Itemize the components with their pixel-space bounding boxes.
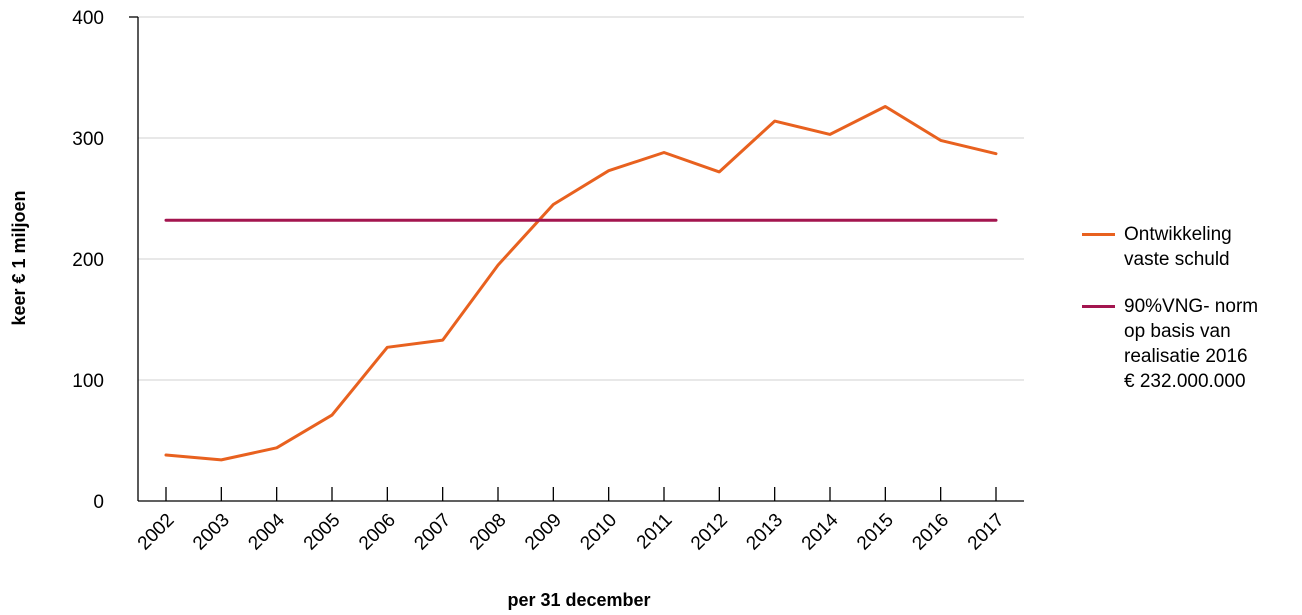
x-tick-label-2005: 2005 [300,510,345,555]
y-tick-label-200: 200 [72,250,104,271]
x-tick-label-2011: 2011 [633,510,677,554]
x-tick-label-2003: 2003 [189,510,234,555]
y-tick-label-400: 400 [72,8,104,29]
legend-swatch-vaste-schuld [1082,233,1115,236]
y-tick-label-100: 100 [72,371,104,392]
x-axis-ticks: 2002 2003 2004 2005 2006 2007 2008 2009 2010 2011… [134,487,1009,554]
x-tick-label-2014: 2014 [798,509,843,554]
x-tick-label-2017: 2017 [964,510,1009,555]
legend-label-vaste-schuld: Ontwikkeling vaste schuld [1124,224,1232,270]
legend: Ontwikkeling vaste schuld 90%VNG- norm o… [1082,222,1297,416]
legend-item-vaste-schuld: Ontwikkeling vaste schuld [1082,222,1297,272]
y-axis-ticks: 0 100 200 300 400 [72,8,104,513]
x-tick-label-2015: 2015 [853,510,898,555]
y-axis-title: keer € 1 miljoen [9,190,29,325]
legend-label-vng-norm: 90%VNG- norm op basis van realisatie 201… [1124,296,1259,392]
x-tick-label-2004: 2004 [244,509,289,554]
x-tick-label-2008: 2008 [466,510,511,555]
x-tick-label-2009: 2009 [521,510,566,555]
x-tick-label-2016: 2016 [908,510,953,555]
legend-swatch-vng-norm [1082,305,1115,308]
y-tick-label-300: 300 [72,129,104,150]
x-tick-label-2013: 2013 [742,510,787,555]
gridlines [138,16,1024,381]
series-lines [164,105,998,462]
axes [129,16,1024,502]
legend-item-vng-norm: 90%VNG- norm op basis van realisatie 201… [1082,294,1297,394]
x-tick-label-2010: 2010 [576,510,621,555]
series-line-1 [164,105,998,462]
x-tick-label-2007: 2007 [410,510,455,555]
y-tick-label-0: 0 [93,492,104,513]
x-tick-label-2012: 2012 [687,510,732,555]
x-tick-label-2002: 2002 [134,510,179,555]
x-axis-title: per 31 december [507,590,650,610]
x-tick-label-2006: 2006 [355,510,400,555]
